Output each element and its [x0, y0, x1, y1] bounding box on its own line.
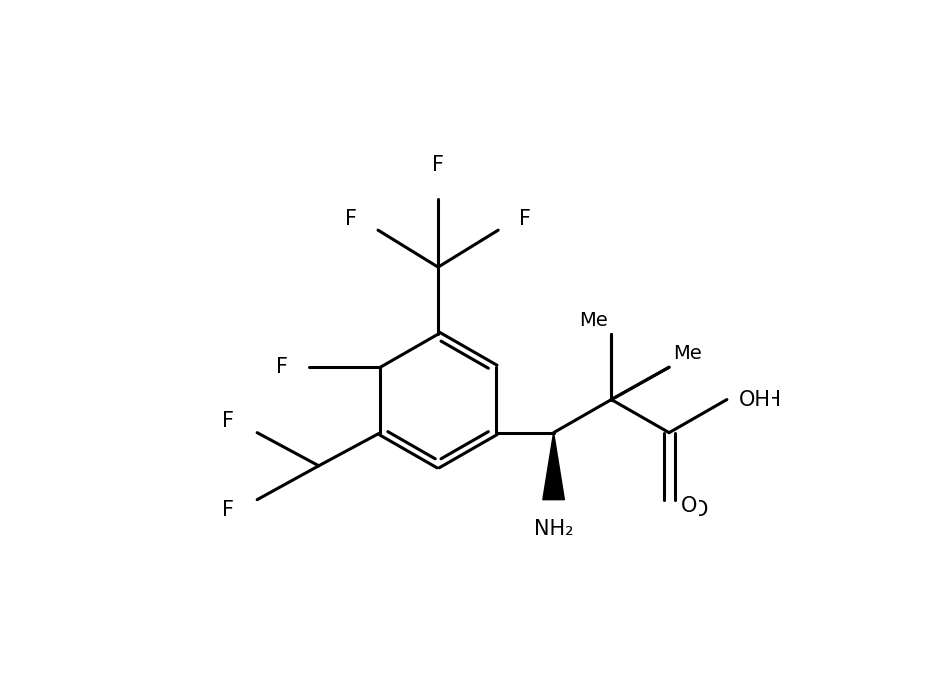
Text: F: F	[276, 357, 288, 377]
Text: NH₂: NH₂	[534, 519, 574, 539]
Text: NH₂: NH₂	[534, 520, 574, 540]
Text: O: O	[681, 496, 697, 516]
Text: F: F	[222, 499, 234, 520]
Text: F: F	[519, 209, 531, 229]
Text: OH: OH	[739, 390, 771, 410]
Text: O: O	[692, 499, 708, 520]
Text: OH: OH	[750, 390, 782, 410]
Text: F: F	[346, 209, 357, 229]
Text: F: F	[222, 411, 234, 431]
Text: Me: Me	[578, 311, 608, 330]
Text: F: F	[432, 155, 444, 175]
Polygon shape	[543, 433, 564, 499]
Text: Me: Me	[673, 344, 702, 364]
